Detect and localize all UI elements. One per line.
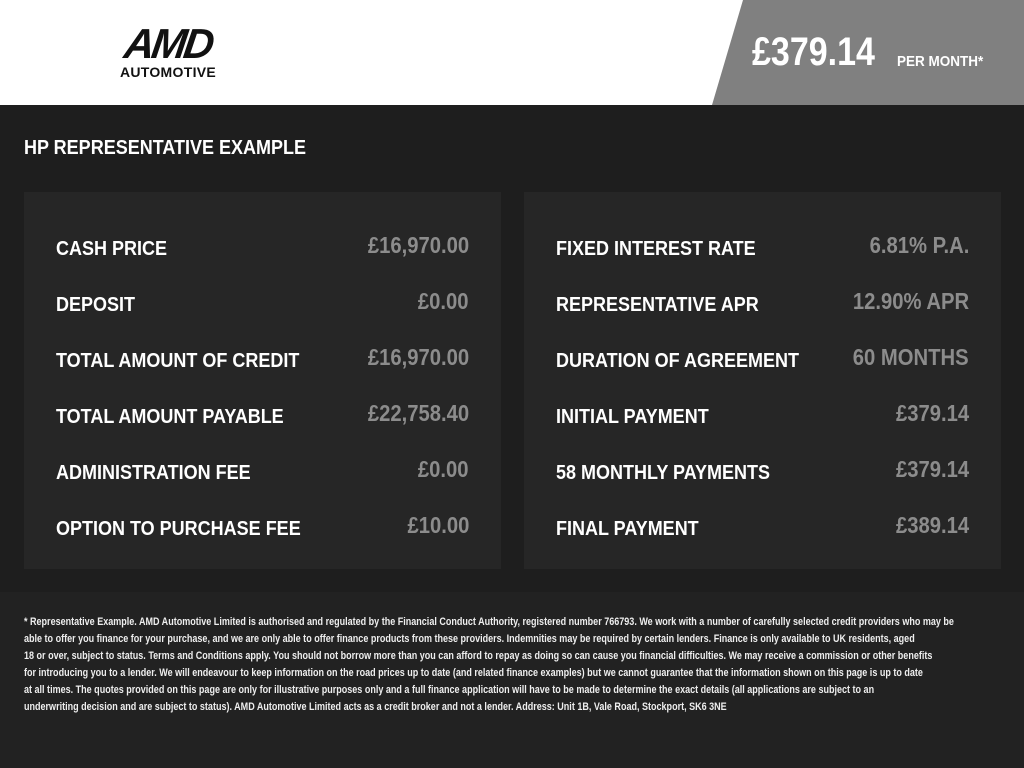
finance-label: INITIAL PAYMENT	[556, 406, 709, 428]
monthly-price: £379.14	[752, 30, 875, 74]
logo-main: AMD	[121, 20, 215, 67]
disclaimer-line: able to offer you finance for your purch…	[24, 633, 915, 645]
finance-row: TOTAL AMOUNT PAYABLE £22,758.40	[56, 396, 469, 428]
finance-value: £389.14	[895, 512, 969, 538]
finance-label: REPRESENTATIVE APR	[556, 294, 759, 316]
finance-label: FINAL PAYMENT	[556, 518, 699, 540]
finance-value: 60 MONTHS	[853, 344, 969, 370]
header: AMD AUTOMOTIVE £379.14 PER MONTH*	[0, 0, 1024, 105]
disclaimer-footer: * Representative Example. AMD Automotive…	[0, 592, 1024, 768]
finance-row: ADMINISTRATION FEE £0.00	[56, 452, 469, 484]
finance-value: £379.14	[895, 456, 969, 482]
finance-row: DEPOSIT £0.00	[56, 284, 469, 316]
logo-sub: AUTOMOTIVE	[119, 64, 217, 80]
finance-label: TOTAL AMOUNT OF CREDIT	[56, 350, 300, 372]
per-month-label: PER MONTH*	[897, 53, 984, 70]
finance-label: TOTAL AMOUNT PAYABLE	[56, 406, 284, 428]
finance-row: TOTAL AMOUNT OF CREDIT £16,970.00	[56, 340, 469, 372]
finance-row: FIXED INTEREST RATE 6.81% P.A.	[556, 228, 969, 260]
disclaimer-line: 18 or over, subject to status. Terms and…	[24, 650, 933, 662]
finance-value: £10.00	[407, 512, 469, 538]
finance-label: 58 MONTHLY PAYMENTS	[556, 462, 771, 484]
disclaimer-line: * Representative Example. AMD Automotive…	[24, 616, 954, 628]
disclaimer-line: underwriting decision and are subject to…	[24, 701, 727, 713]
finance-row: 58 MONTHLY PAYMENTS £379.14	[556, 452, 969, 484]
finance-label: DURATION OF AGREEMENT	[556, 350, 799, 372]
disclaimer-line: for introducing you to a lender. We will…	[24, 667, 923, 679]
monthly-price-box	[712, 0, 1024, 105]
finance-row: DURATION OF AGREEMENT 60 MONTHS	[556, 340, 969, 372]
finance-row: CASH PRICE £16,970.00	[56, 228, 469, 260]
finance-value: £16,970.00	[367, 344, 469, 370]
finance-row: INITIAL PAYMENT £379.14	[556, 396, 969, 428]
finance-label: OPTION TO PURCHASE FEE	[56, 518, 301, 540]
finance-value: 6.81% P.A.	[869, 232, 969, 258]
finance-value: 12.90% APR	[852, 288, 969, 314]
finance-value: £16,970.00	[367, 232, 469, 258]
amd-automotive-logo[interactable]: AMD AUTOMOTIVE	[108, 20, 228, 80]
finance-row: REPRESENTATIVE APR 12.90% APR	[556, 284, 969, 316]
finance-label: FIXED INTEREST RATE	[556, 238, 756, 260]
finance-row: OPTION TO PURCHASE FEE £10.00	[56, 508, 469, 540]
finance-value: £0.00	[418, 456, 469, 482]
finance-label: ADMINISTRATION FEE	[56, 462, 251, 484]
finance-label: CASH PRICE	[56, 238, 168, 260]
finance-row: FINAL PAYMENT £389.14	[556, 508, 969, 540]
finance-panel-right: FIXED INTEREST RATE 6.81% P.A. REPRESENTAT…	[524, 192, 1001, 569]
finance-value: £22,758.40	[367, 400, 469, 426]
finance-label: DEPOSIT	[56, 294, 136, 316]
disclaimer-line: at all times. The quotes provided on thi…	[24, 684, 875, 696]
finance-value: £379.14	[895, 400, 969, 426]
section-title: HP REPRESENTATIVE EXAMPLE	[24, 137, 307, 159]
finance-value: £0.00	[418, 288, 469, 314]
finance-panel-left: CASH PRICE £16,970.00 DEPOSIT £0.00 TOTAL AM…	[24, 192, 501, 569]
